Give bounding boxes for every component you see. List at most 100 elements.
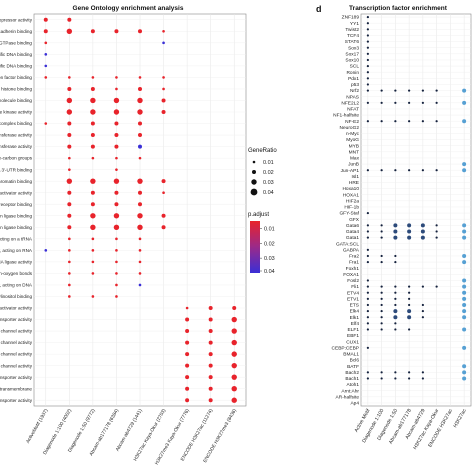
go-dot [185, 375, 190, 380]
tf-y-tick-label: MNT [349, 149, 359, 155]
go-dot [113, 224, 120, 230]
tf-dot [366, 71, 369, 74]
tf-dot [462, 253, 467, 258]
go-dot [161, 179, 166, 184]
tf-dot [421, 120, 424, 123]
tf-dot [394, 285, 397, 288]
tf-dot [462, 345, 467, 350]
tf-dot [380, 120, 383, 123]
tf-y-tick-label: ETV4 [347, 290, 359, 296]
tf-dot [394, 260, 397, 264]
go-x-tick-label: ActiveMotif (1937) [25, 408, 50, 445]
tf-y-tick-label: Foxh1 [346, 266, 360, 272]
go-dot [115, 295, 118, 298]
tf-dot [380, 291, 383, 294]
go-dot [231, 397, 237, 403]
go-dot [43, 17, 48, 22]
go-y-tick-label: transferring one-carbon groups [0, 156, 33, 161]
tf-dot [420, 223, 425, 228]
go-x-tick-label: Abcam-ab4729 (1441) [115, 408, 144, 453]
go-y-tick-label: mRNA 3'-UTR binding [0, 167, 32, 172]
tf-dot [380, 322, 383, 325]
tf-dot [366, 77, 369, 80]
go-dot [68, 156, 71, 160]
go-y-tick-label: substrate-specific channel activity [0, 363, 33, 368]
tf-dot [380, 224, 383, 227]
panel-d-label: d [316, 4, 322, 14]
tf-y-tick-label: Atoh1 [346, 382, 359, 388]
tf-dot [407, 223, 412, 228]
tf-dot [380, 297, 383, 300]
go-dot [231, 362, 237, 369]
tf-dot [366, 346, 369, 349]
go-dot [91, 260, 95, 264]
go-dot [208, 386, 213, 391]
tf-y-tick-label: Bach1 [345, 376, 359, 382]
go-dot [138, 156, 142, 160]
go-dot [67, 213, 72, 218]
tf-y-tick-label: Ap4 [350, 401, 359, 407]
go-dot [44, 64, 48, 68]
go-dot [115, 249, 118, 252]
go-dot [231, 386, 237, 392]
tf-dot [366, 285, 369, 288]
tf-y-tick-label: NF1-halfsite [333, 113, 359, 119]
tf-dot [380, 309, 383, 313]
go-dot [68, 283, 71, 287]
go-y-tick-label: ligase activity, acting on DNA [0, 283, 33, 288]
go-y-tick-label: ubiquitin protein ligase binding [0, 225, 32, 230]
tf-dot [408, 303, 411, 307]
tf-dot [408, 285, 411, 288]
go-dot [68, 272, 71, 275]
tf-dots [366, 15, 467, 381]
tf-dot [366, 40, 369, 43]
go-dot [44, 41, 48, 45]
tf-y-tick-label: GFY-Staf [339, 211, 359, 217]
go-dot [90, 86, 95, 91]
tf-y-tick-label: CEBP:CEBP [332, 345, 359, 351]
tf-dot [421, 303, 424, 307]
go-dot [68, 168, 71, 171]
tf-enrichment-panel: d Transcription factor enrichment ZNF189… [316, 4, 472, 451]
tf-y-tick-label: NFAT [347, 107, 359, 113]
go-dot [137, 224, 143, 230]
go-y-tick-label: histone binding [1, 87, 32, 92]
tf-dot [394, 322, 397, 325]
go-dot [90, 109, 96, 115]
tf-dot [380, 260, 383, 264]
tf-dot [394, 377, 397, 380]
go-dot [68, 295, 71, 298]
go-dot [114, 121, 119, 126]
tf-dot [435, 101, 438, 104]
go-dot [208, 363, 213, 368]
go-dot [44, 249, 48, 252]
tf-y-tick-label: ELF1 [348, 327, 360, 333]
tf-y-tick-label: NeuroG2 [340, 125, 360, 131]
gene-ratio-legend-title: GeneRatio [248, 148, 277, 154]
go-dot [114, 190, 119, 195]
tf-dot [421, 371, 424, 374]
tf-y-tick-label: NF-E2 [345, 119, 359, 125]
tf-dot [462, 284, 467, 289]
go-y-tick-label: channel activity [1, 352, 33, 357]
tf-y-tick-label: ETS [350, 303, 359, 309]
tf-dot [366, 254, 369, 258]
gene-ratio-legend-label: 0.04 [263, 190, 274, 196]
tf-y-tick-label: EBF1 [347, 333, 359, 339]
tf-y-tick-label: HOXA1 [343, 192, 360, 198]
tf-y-tick-label: Gata6 [346, 223, 359, 229]
tf-dot [421, 169, 424, 172]
tf-y-tick-label: GATA:SCL [336, 241, 359, 247]
go-dot [185, 352, 190, 357]
tf-dot [393, 223, 398, 228]
go-y-tick-label: cell adhesion molecule binding [0, 98, 32, 103]
go-dot [138, 237, 142, 241]
tf-x-tick-label: H3K27ac [452, 408, 468, 429]
go-chart-title: Gene Ontology enrichment analysis [73, 5, 184, 12]
tf-dot [394, 371, 397, 374]
tf-y-tick-label: Ronin [346, 70, 359, 76]
go-dot [90, 144, 95, 149]
go-dot [138, 86, 142, 91]
tf-dot [462, 302, 467, 307]
